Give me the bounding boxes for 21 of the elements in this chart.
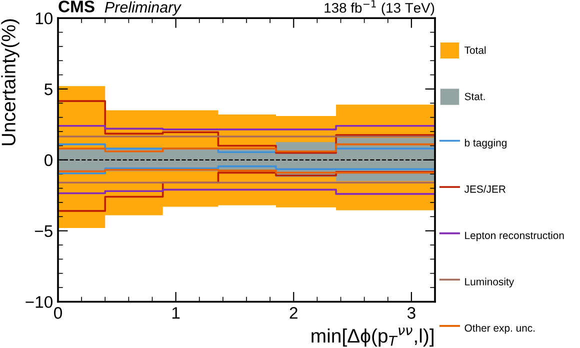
y-tick-label: 5 [44, 84, 52, 96]
y-axis-title: Uncertainty(%) [1, 19, 20, 146]
legend-label: Stat. [464, 92, 485, 100]
legend-label: Luminosity [465, 278, 514, 288]
chart-subtitle: Preliminary [104, 1, 182, 16]
legend-label: Other exp. unc. [464, 324, 535, 334]
x-axis-title: min[Δϕ(p$_{T}$$^{νν}$,l)] [312, 328, 434, 347]
y-tick-label: −5 [34, 225, 52, 238]
y-tick-label: 10 [36, 12, 52, 24]
x-tick-label: 1 [172, 307, 180, 319]
legend-label: JES/JER [464, 185, 506, 193]
chart-title: CMS [58, 0, 94, 12]
text: 138 fb$^{−1}$ (13 TeV) [324, 0, 434, 16]
legend-label: Total [464, 46, 486, 54]
x-tick-label: 2 [290, 307, 298, 319]
legend-label: b tagging [464, 138, 506, 149]
y-tick-label: 0 [44, 154, 52, 166]
legend-label: Lepton reconstruction [465, 231, 564, 242]
y-tick-label: −10 [26, 296, 52, 308]
x-tick-label: 3 [407, 307, 416, 319]
x-tick-label: 0 [54, 307, 62, 319]
